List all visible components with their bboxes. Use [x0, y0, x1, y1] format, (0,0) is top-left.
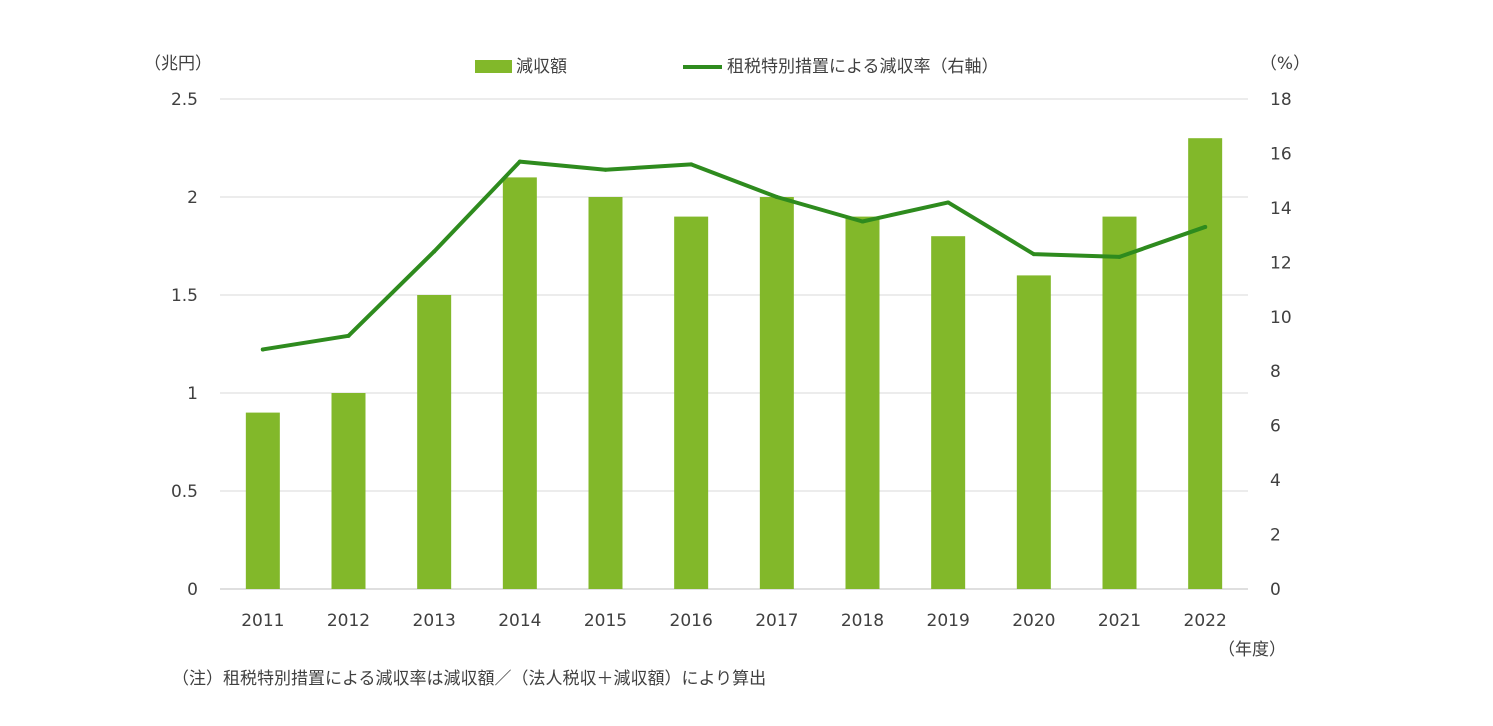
x-tick-label: 2015: [584, 611, 627, 631]
legend: 減収額 租税特別措置による減収率（右軸）: [475, 57, 999, 77]
right-tick-label: 16: [1270, 144, 1292, 164]
right-tick-label: 10: [1270, 308, 1292, 328]
right-tick-label: 8: [1270, 362, 1281, 382]
footnote: （注）租税特別措置による減収率は減収額／（法人税収＋減収額）により算出: [172, 669, 767, 689]
left-axis-unit: （兆円）: [144, 54, 212, 74]
bar: [417, 295, 452, 589]
left-tick-label: 0.5: [171, 482, 198, 502]
right-tick-label: 4: [1270, 471, 1281, 491]
bar: [1188, 138, 1223, 589]
x-tick-label: 2011: [241, 611, 284, 631]
right-tick-label: 2: [1270, 526, 1281, 546]
right-tick-label: 12: [1270, 253, 1292, 273]
x-axis: 2011 2012 2013 2014 2015 2016 2017 2018 2019 2020…: [241, 611, 1227, 631]
line-point: [860, 219, 865, 224]
legend-bar-label: 減収額: [516, 57, 567, 77]
bar: [502, 177, 537, 589]
legend-line-label: 租税特別措置による減収率（右軸）: [727, 57, 999, 77]
line-point: [689, 162, 694, 167]
series-line: [260, 159, 1208, 352]
gridlines: [220, 98, 1248, 590]
bar: [674, 216, 709, 589]
right-tick-label: 14: [1270, 199, 1292, 219]
line-point: [1117, 254, 1122, 259]
line-point: [946, 200, 951, 205]
legend-bar-swatch: [475, 60, 512, 73]
line-point: [1203, 224, 1208, 229]
x-tick-label: 2013: [413, 611, 456, 631]
line-series: [260, 159, 1208, 352]
bar: [759, 197, 794, 589]
line-point: [517, 159, 522, 164]
left-tick-label: 2.5: [171, 90, 198, 110]
bar: [1016, 275, 1051, 589]
line-point: [260, 347, 265, 352]
right-tick-label: 6: [1270, 417, 1281, 437]
bar: [931, 236, 966, 589]
right-axis: 0 2 4 6 8 10 12 14 16 18: [1270, 90, 1292, 600]
line-point: [774, 195, 779, 199]
x-axis-unit: （年度）: [1218, 640, 1286, 660]
x-tick-label: 2018: [841, 611, 884, 631]
x-tick-label: 2022: [1184, 611, 1227, 631]
bar: [1102, 216, 1137, 589]
bar: [331, 393, 366, 589]
bar: [245, 412, 280, 589]
line-point: [1031, 252, 1036, 257]
left-axis: 0 0.5 1 1.5 2 2.5: [171, 90, 198, 600]
bar: [588, 197, 623, 589]
right-axis-unit: （%）: [1260, 54, 1310, 74]
left-tick-label: 0: [187, 580, 198, 600]
x-tick-label: 2017: [755, 611, 798, 631]
x-tick-label: 2016: [670, 611, 713, 631]
x-tick-label: 2021: [1098, 611, 1141, 631]
left-tick-label: 1.5: [171, 286, 198, 306]
line-point: [346, 333, 351, 338]
line-point: [603, 167, 608, 172]
left-tick-label: 2: [187, 188, 198, 208]
bar-series: [245, 138, 1223, 589]
x-tick-label: 2014: [498, 611, 541, 631]
right-tick-label: 0: [1270, 580, 1281, 600]
left-tick-label: 1: [187, 384, 198, 404]
bar: [845, 216, 880, 589]
x-tick-label: 2019: [927, 611, 970, 631]
line-point: [432, 249, 437, 254]
x-tick-label: 2020: [1012, 611, 1055, 631]
x-tick-label: 2012: [327, 611, 370, 631]
right-tick-label: 18: [1270, 90, 1292, 110]
